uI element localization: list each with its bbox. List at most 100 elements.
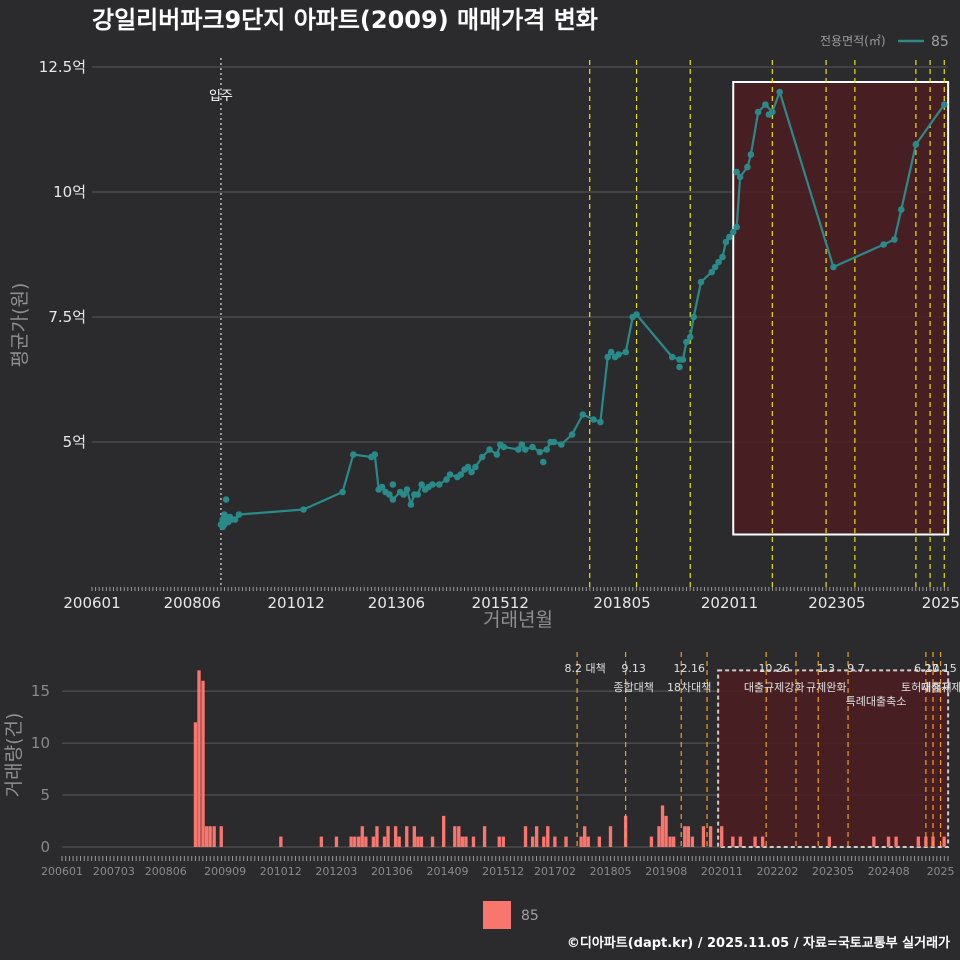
volume-bar xyxy=(208,826,212,847)
price-point xyxy=(762,101,769,108)
volume-x-tick-label: 201805 xyxy=(590,865,632,878)
volume-bar xyxy=(708,826,713,847)
price-point xyxy=(389,496,397,503)
price-point xyxy=(679,356,687,363)
volume-bar xyxy=(416,836,420,847)
price-point xyxy=(754,108,762,116)
volume-bar xyxy=(357,836,361,847)
price-point xyxy=(940,101,948,108)
legend-entry-85: 85 xyxy=(931,34,949,50)
volume-bar xyxy=(583,826,587,847)
price-point xyxy=(418,481,425,488)
volume-bar xyxy=(364,836,368,847)
price-y-tick-label: 12.5억 xyxy=(39,58,86,76)
volume-x-tick-label: 201908 xyxy=(645,865,687,878)
volume-bar xyxy=(660,805,665,847)
price-point xyxy=(558,441,565,448)
volume-bar xyxy=(894,836,898,847)
volume-bar xyxy=(701,826,706,847)
price-point xyxy=(729,228,737,236)
volume-bar xyxy=(686,826,691,847)
volume-bars xyxy=(193,670,946,847)
price-point xyxy=(912,141,920,148)
price-point xyxy=(733,223,740,231)
volume-legend-swatch xyxy=(483,901,511,929)
volume-bar xyxy=(349,836,353,847)
volume-bar xyxy=(916,836,920,847)
volume-bar xyxy=(386,826,390,847)
volume-bar xyxy=(430,836,435,847)
volume-legend-entry-85: 85 xyxy=(521,908,539,924)
price-point xyxy=(389,481,397,488)
volume-bar xyxy=(482,826,487,847)
policy-date-label: 8.2 대책 xyxy=(565,662,606,675)
price-point xyxy=(726,233,733,241)
price-point xyxy=(744,163,751,171)
price-point xyxy=(579,411,587,418)
price-point xyxy=(468,468,475,476)
price-point xyxy=(604,353,612,361)
price-point xyxy=(371,451,379,458)
volume-bar xyxy=(405,826,409,847)
price-point xyxy=(615,351,622,358)
price-point xyxy=(443,476,450,483)
volume-bar xyxy=(397,836,401,847)
volume-bar xyxy=(319,836,324,847)
volume-bar xyxy=(360,826,364,847)
price-x-tick-label: 201306 xyxy=(368,594,425,612)
price-point xyxy=(622,348,630,356)
price-x-axis-title: 거래년월 xyxy=(483,609,553,631)
policy-name-label: 토허제해제 xyxy=(901,680,952,694)
policy-name-label: 규제완화 xyxy=(806,681,846,694)
volume-x-tick-label: 201512 xyxy=(482,865,524,878)
price-point xyxy=(231,516,239,523)
volume-bar xyxy=(760,836,765,847)
price-point xyxy=(515,446,522,453)
volume-bar xyxy=(212,826,216,847)
volume-bar xyxy=(197,670,201,847)
price-point xyxy=(378,483,386,491)
volume-bar xyxy=(530,836,535,847)
volume-policy-lines: 8.2 대책 9.13 종합대책 12.16 18차대책 10.26 대출규제강화 1.3 규제… xyxy=(565,652,960,847)
move-in-label: 입주 xyxy=(209,89,233,104)
price-point xyxy=(765,111,773,118)
volume-x-tick-label: 201409 xyxy=(427,865,469,878)
volume-bar xyxy=(497,836,501,847)
volume-y-tick-label: 0 xyxy=(40,838,50,856)
price-series xyxy=(217,88,948,531)
volume-bar xyxy=(586,836,590,847)
volume-bar xyxy=(657,826,661,847)
price-point xyxy=(493,451,501,458)
policy-name-label: 특례대출축소 xyxy=(846,695,907,708)
volume-bar xyxy=(649,836,654,847)
volume-x-tick-label: 200703 xyxy=(93,865,135,878)
volume-bar xyxy=(453,826,457,847)
price-point xyxy=(222,496,230,503)
price-y-axis-title: 평균가(원) xyxy=(9,283,31,368)
price-point xyxy=(500,443,508,451)
volume-bar xyxy=(412,826,416,847)
volume-bar xyxy=(564,836,568,847)
price-point xyxy=(686,333,694,341)
legend-title: 전용면적(㎡) xyxy=(820,34,886,48)
volume-x-tick-label: 201702 xyxy=(534,865,576,878)
volume-bar xyxy=(382,836,387,847)
volume-x-tick-label: 200601 xyxy=(41,865,83,878)
policy-date-label: 9.13 xyxy=(621,662,646,675)
volume-x-tick-label: 201306 xyxy=(371,865,413,878)
price-point xyxy=(350,451,357,458)
volume-bar xyxy=(375,826,379,847)
volume-bar xyxy=(464,836,468,847)
volume-bar xyxy=(942,836,946,847)
volume-bar xyxy=(579,836,583,847)
price-y-tick-label: 10억 xyxy=(53,183,86,201)
volume-bar xyxy=(690,836,695,847)
volume-bar xyxy=(471,836,476,847)
price-point xyxy=(747,151,755,158)
volume-x-tick-label: 202011 xyxy=(701,865,743,878)
price-annotations: 입주 xyxy=(209,58,233,587)
volume-bar xyxy=(668,836,672,847)
price-point xyxy=(339,488,346,496)
price-point xyxy=(711,263,719,271)
policy-name-label: 대출규제강화 xyxy=(744,681,805,694)
